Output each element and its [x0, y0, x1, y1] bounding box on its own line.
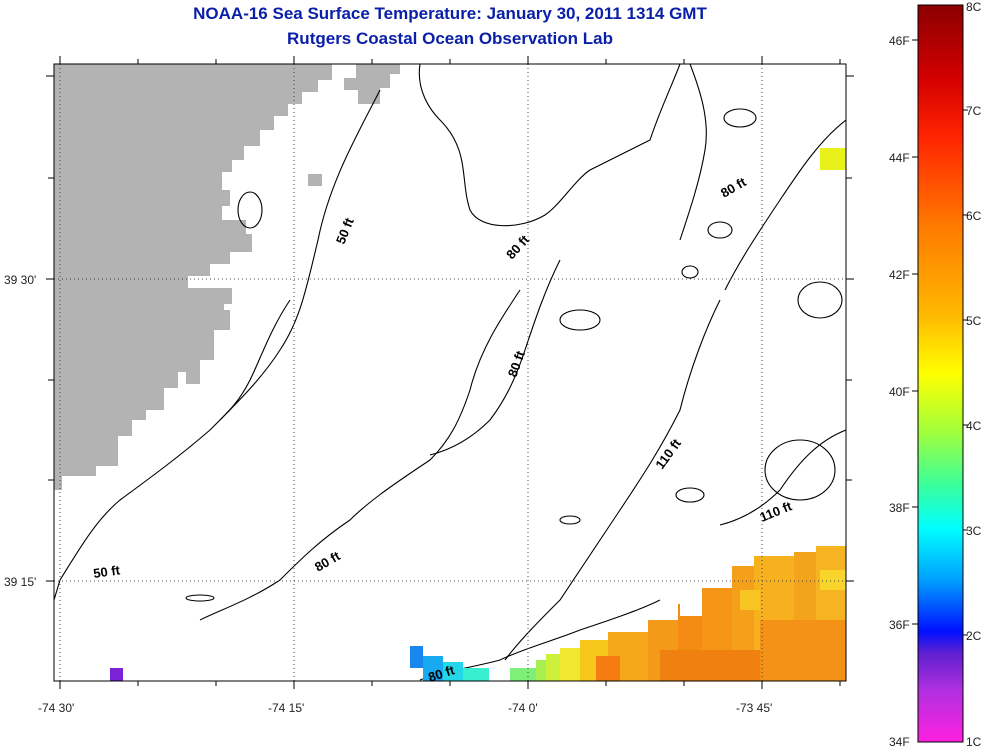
- celsius-label: 6C: [966, 209, 982, 223]
- fahrenheit-label: 38F: [889, 501, 910, 515]
- sst-pixels: [110, 148, 846, 681]
- lon-tick-label: -74 0': [508, 701, 538, 715]
- celsius-label: 8C: [966, 0, 982, 14]
- latitude-labels: 39 30' 39 15': [4, 273, 36, 589]
- lat-tick-label: 39 30': [4, 273, 36, 287]
- colorbar-ticks: [912, 39, 968, 636]
- fahrenheit-label: 42F: [889, 268, 910, 282]
- longitude-labels: -74 30' -74 15' -74 0' -73 45': [38, 701, 772, 715]
- colorbar-celsius-labels: 8C 7C 6C 5C 4C 3C 2C 1C: [966, 0, 982, 749]
- lon-tick-label: -74 30': [38, 701, 74, 715]
- celsius-label: 5C: [966, 314, 982, 328]
- fahrenheit-label: 34F: [889, 735, 910, 749]
- lat-tick-label: 39 15': [4, 575, 36, 589]
- land-barrier-island: [344, 64, 400, 104]
- celsius-label: 2C: [966, 629, 982, 643]
- contour-label: 50 ft: [92, 562, 121, 581]
- celsius-label: 7C: [966, 104, 982, 118]
- lon-tick-label: -74 15': [268, 701, 304, 715]
- lon-tick-label: -73 45': [736, 701, 772, 715]
- land-fragment: [308, 174, 322, 186]
- fahrenheit-label: 44F: [889, 151, 910, 165]
- celsius-label: 1C: [966, 735, 982, 749]
- map-subtitle: Rutgers Coastal Ocean Observation Lab: [287, 29, 613, 48]
- land-inlet: [178, 310, 230, 384]
- celsius-label: 3C: [966, 524, 982, 538]
- fahrenheit-label: 46F: [889, 34, 910, 48]
- axis-ticks: [46, 56, 854, 689]
- graticule: [54, 64, 846, 681]
- colorbar: [917, 4, 964, 743]
- land-peninsula: [96, 322, 162, 396]
- map-title: NOAA-16 Sea Surface Temperature: January…: [193, 4, 707, 23]
- celsius-label: 4C: [966, 419, 982, 433]
- fahrenheit-label: 40F: [889, 385, 910, 399]
- fahrenheit-label: 36F: [889, 618, 910, 632]
- colorbar-fahrenheit-labels: 46F 44F 42F 40F 38F 36F 34F: [889, 34, 910, 749]
